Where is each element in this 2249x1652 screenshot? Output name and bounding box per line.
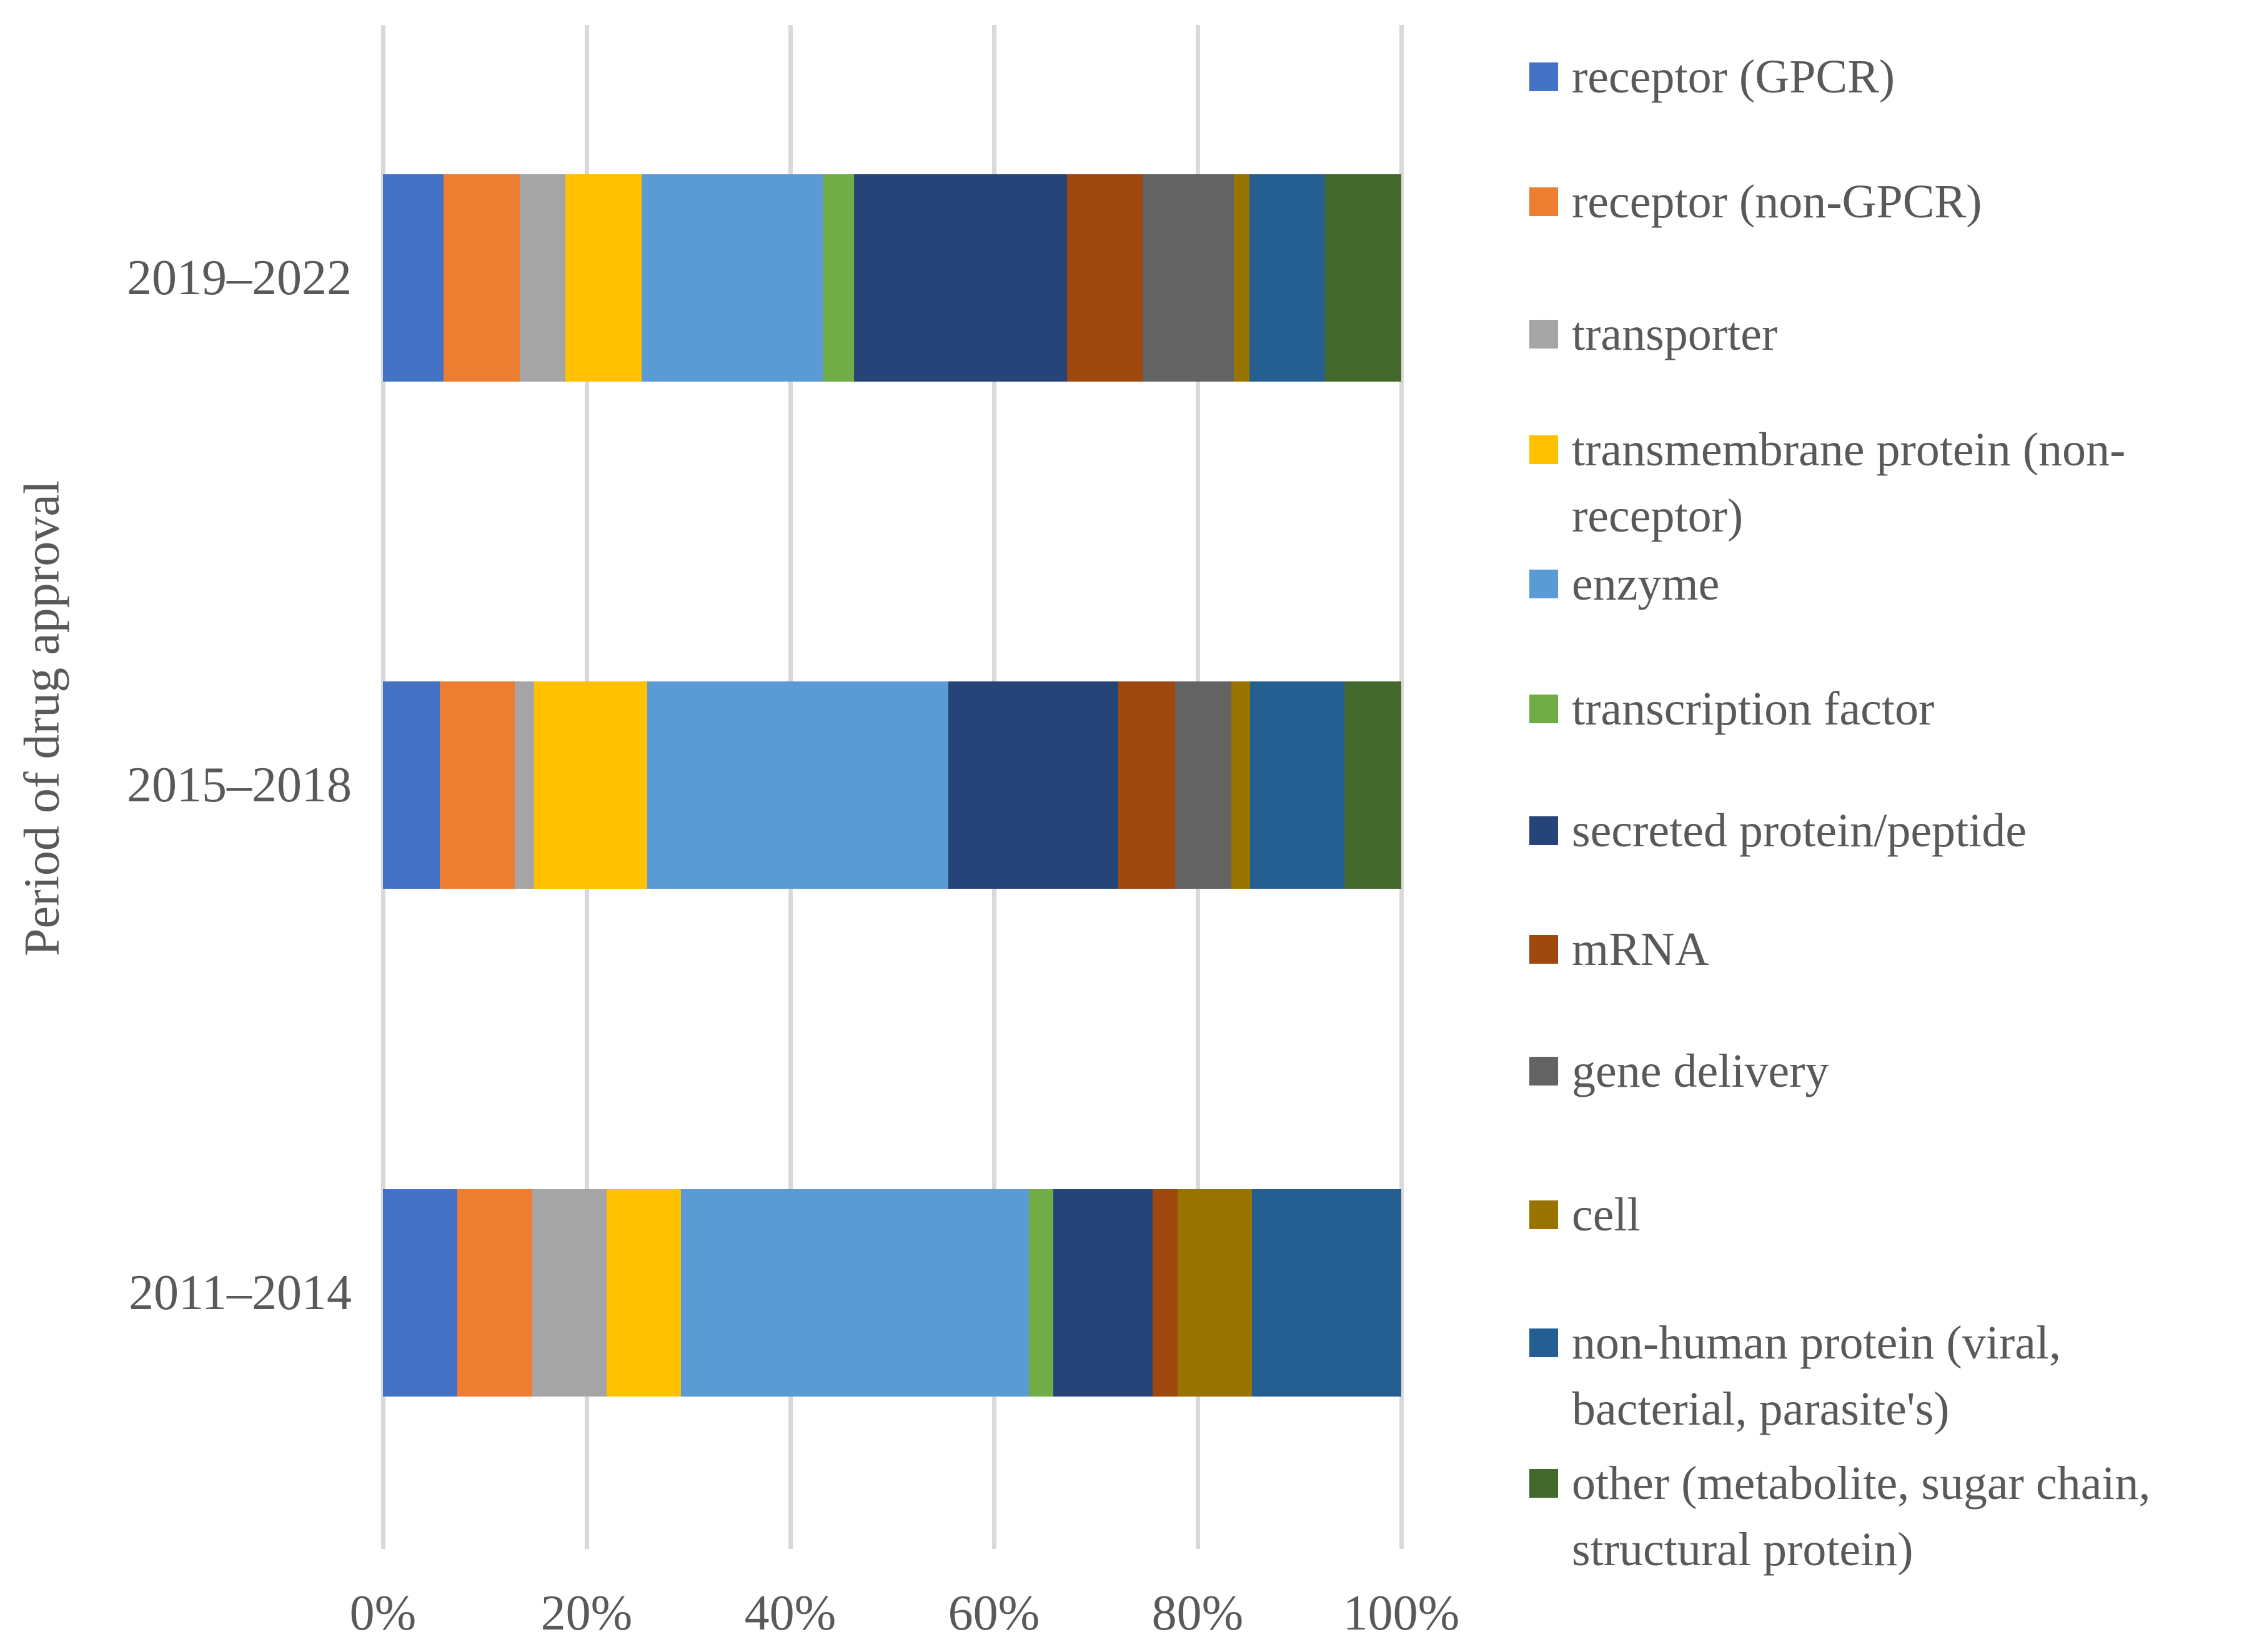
bar-segment <box>383 1189 458 1397</box>
bar-segment <box>1325 174 1401 382</box>
gridline-100% <box>1399 25 1404 1549</box>
legend-marker-swatch <box>1529 816 1558 845</box>
legend-label: receptor (GPCR) <box>1572 51 1895 103</box>
legend-label: transcription factor <box>1572 683 1935 735</box>
legend-item: secreted protein/peptide <box>1529 798 2249 864</box>
bar-segment <box>383 174 444 382</box>
legend: receptor (GPCR) receptor (non-GPCR) transp… <box>1529 0 2249 1652</box>
bar-segment <box>641 174 824 382</box>
legend-marker-swatch <box>1529 935 1558 964</box>
bar-segment <box>1252 1189 1401 1397</box>
bar-segment <box>1118 681 1175 889</box>
bar-segment <box>854 174 1067 382</box>
legend-item: other (metabolite, sugar chain, structur… <box>1529 1450 2249 1583</box>
legend-item: non-human protein (viral, bacterial, par… <box>1529 1310 2249 1442</box>
category-label: 2019–2022 <box>127 250 352 305</box>
bar-segment <box>532 1189 607 1397</box>
legend-marker-swatch <box>1529 320 1558 349</box>
bar-segment <box>1178 1189 1253 1397</box>
legend-label: gene delivery <box>1572 1045 1829 1097</box>
legend-marker-swatch <box>1529 1328 1558 1357</box>
legend-label: enzyme <box>1572 558 1720 610</box>
bar-segment <box>565 174 642 382</box>
x-tick-label: 100% <box>1343 1586 1460 1641</box>
bar-segment <box>1250 681 1345 889</box>
bar-segment <box>457 1189 532 1397</box>
bar-segment <box>1053 1189 1153 1397</box>
category-label: 2011–2014 <box>128 1265 352 1320</box>
bar-segment <box>1153 1189 1178 1397</box>
y-axis-title: Period of drug approval <box>14 480 70 957</box>
legend-label: other (metabolite, sugar chain, structur… <box>1572 1457 2151 1576</box>
bar-segment <box>1231 681 1251 889</box>
bar-segment <box>948 681 1119 889</box>
bar-segment <box>519 174 565 382</box>
bar-segment <box>647 681 949 889</box>
x-tick-label: 80% <box>1151 1586 1244 1641</box>
bar-segment <box>1028 1189 1054 1397</box>
legend-label: mRNA <box>1572 923 1709 976</box>
x-tick-label: 40% <box>744 1586 837 1641</box>
bar-segment <box>534 681 647 889</box>
bar-segment <box>1234 174 1249 382</box>
bar-segment <box>439 681 515 889</box>
bar-segment <box>444 174 520 382</box>
legend-marker-swatch <box>1529 435 1558 464</box>
bar-segment <box>1174 681 1232 889</box>
bar-segment <box>823 174 855 382</box>
legend-item: enzyme <box>1529 551 2249 617</box>
legend-label: receptor (non-GPCR) <box>1572 176 1982 228</box>
legend-label: transmembrane protein (non- receptor) <box>1572 423 2126 542</box>
bar-2015-2018 <box>383 681 1401 889</box>
legend-marker-swatch <box>1529 1200 1558 1229</box>
legend-marker-swatch <box>1529 1469 1558 1498</box>
bar-2011-2014 <box>383 1189 1401 1397</box>
x-tick-label: 20% <box>540 1586 633 1641</box>
bar-segment <box>515 681 534 889</box>
legend-item: transporter <box>1529 301 2249 367</box>
legend-item: transcription factor <box>1529 676 2249 742</box>
bar-segment <box>1143 174 1234 382</box>
category-label: 2015–2018 <box>127 758 352 813</box>
bar-segment <box>383 681 440 889</box>
legend-item: receptor (non-GPCR) <box>1529 169 2249 235</box>
bar-segment <box>606 1189 682 1397</box>
legend-item: gene delivery <box>1529 1038 2249 1104</box>
legend-marker-swatch <box>1529 1057 1558 1086</box>
legend-item: receptor (GPCR) <box>1529 44 2249 110</box>
legend-label: non-human protein (viral, bacterial, par… <box>1572 1317 2062 1435</box>
bar-2019-2022 <box>383 174 1401 382</box>
legend-marker-swatch <box>1529 187 1558 216</box>
legend-marker-swatch <box>1529 62 1558 91</box>
legend-label: secreted protein/peptide <box>1572 804 2027 857</box>
bar-segment <box>1066 174 1143 382</box>
x-tick-label: 60% <box>948 1586 1040 1641</box>
legend-marker-swatch <box>1529 695 1558 723</box>
x-tick-label: 0% <box>349 1586 417 1641</box>
legend-item: mRNA <box>1529 916 2249 982</box>
legend-item: cell <box>1529 1182 2249 1248</box>
bar-segment <box>1344 681 1401 889</box>
legend-label: transporter <box>1572 308 1778 360</box>
bar-segment <box>1249 174 1326 382</box>
legend-label: cell <box>1572 1189 1641 1241</box>
legend-item: transmembrane protein (non- receptor) <box>1529 417 2249 549</box>
bar-segment <box>681 1189 1029 1397</box>
legend-marker-swatch <box>1529 570 1558 598</box>
